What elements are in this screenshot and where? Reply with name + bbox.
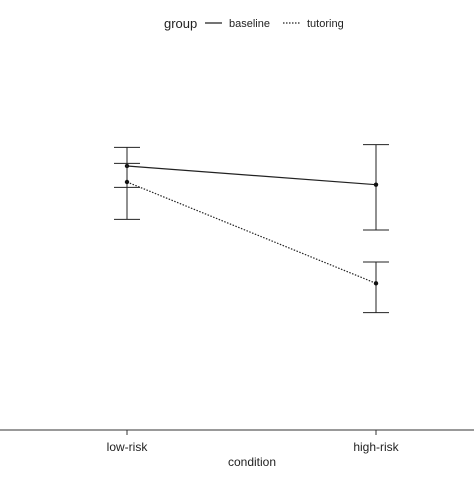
error-bar-tutoring-low-risk bbox=[114, 162, 140, 220]
legend-label-tutoring: tutoring bbox=[307, 18, 344, 30]
data-point-tutoring-high-risk bbox=[373, 281, 379, 286]
series-line-tutoring bbox=[126, 181, 377, 284]
plot-area bbox=[114, 144, 389, 314]
error-bar-tutoring-high-risk bbox=[363, 261, 389, 314]
series-line-baseline bbox=[126, 165, 377, 186]
legend-title: group bbox=[164, 16, 197, 31]
legend: group baseline tutoring bbox=[164, 16, 344, 31]
legend-label-baseline: baseline bbox=[229, 18, 270, 30]
x-axis-ticks: low-risk high-risk bbox=[107, 430, 400, 454]
error-bar-baseline-high-risk bbox=[363, 144, 389, 231]
data-point-baseline-high-risk bbox=[373, 182, 379, 187]
x-tick-label-low-risk: low-risk bbox=[107, 440, 149, 454]
x-tick-label-high-risk: high-risk bbox=[353, 440, 399, 454]
data-point-tutoring-low-risk bbox=[124, 179, 130, 185]
x-axis-title: condition bbox=[228, 455, 276, 469]
